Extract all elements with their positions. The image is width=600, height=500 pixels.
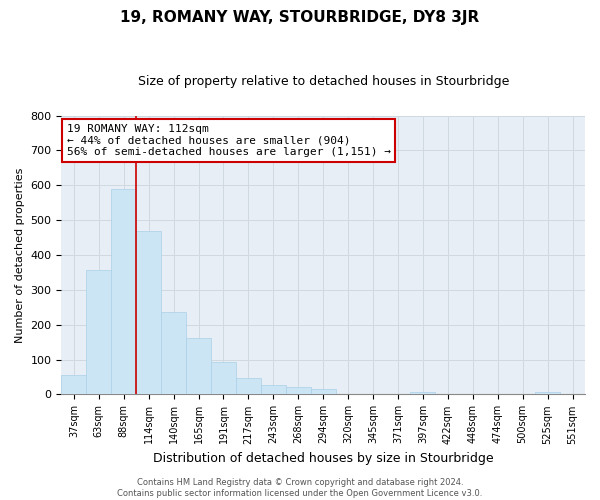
Bar: [261, 386, 286, 394]
Bar: [161, 312, 186, 394]
Bar: [535, 392, 560, 394]
Bar: [211, 362, 236, 394]
Text: 19 ROMANY WAY: 112sqm
← 44% of detached houses are smaller (904)
56% of semi-det: 19 ROMANY WAY: 112sqm ← 44% of detached …: [67, 124, 391, 157]
Bar: [111, 190, 136, 394]
Bar: [86, 270, 111, 394]
Bar: [186, 338, 211, 394]
Bar: [61, 374, 86, 394]
Bar: [136, 231, 161, 394]
Title: Size of property relative to detached houses in Stourbridge: Size of property relative to detached ho…: [137, 75, 509, 88]
Bar: [286, 387, 311, 394]
Text: 19, ROMANY WAY, STOURBRIDGE, DY8 3JR: 19, ROMANY WAY, STOURBRIDGE, DY8 3JR: [121, 10, 479, 25]
Y-axis label: Number of detached properties: Number of detached properties: [15, 168, 25, 342]
Bar: [311, 389, 335, 394]
X-axis label: Distribution of detached houses by size in Stourbridge: Distribution of detached houses by size …: [153, 452, 494, 465]
Text: Contains HM Land Registry data © Crown copyright and database right 2024.
Contai: Contains HM Land Registry data © Crown c…: [118, 478, 482, 498]
Bar: [410, 392, 436, 394]
Bar: [236, 378, 261, 394]
